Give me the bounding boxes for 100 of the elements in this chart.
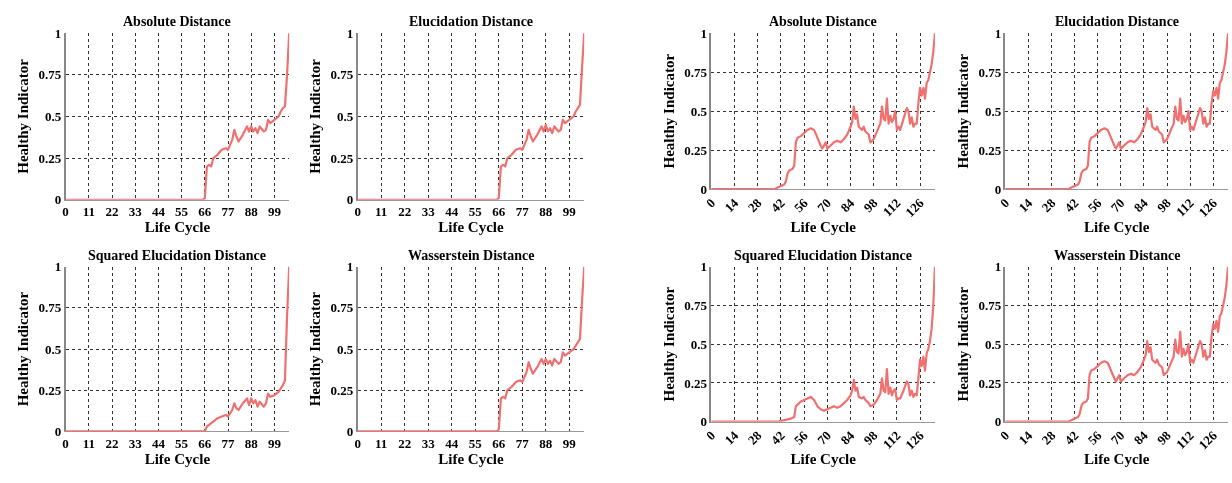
y-tick-label: 0.5 (690, 336, 708, 352)
x-tick-label: 84 (1130, 427, 1152, 448)
y-axis-title: Healthy Indicator (661, 286, 678, 402)
x-tick-label: 66 (492, 436, 506, 451)
x-tick-label: 84 (1130, 195, 1152, 216)
x-tick-label: 56 (791, 427, 812, 448)
x-tick-label: 42 (1061, 195, 1082, 216)
x-tick-label: 33 (128, 204, 143, 220)
x-tick-label: 112 (1172, 427, 1197, 452)
x-tick-label: 28 (744, 195, 765, 216)
y-tick-label: 0.5 (337, 109, 354, 125)
x-tick-label: 11 (82, 204, 95, 220)
y-tick-label: 1 (700, 259, 708, 275)
y-tick-label: 0.75 (330, 300, 354, 316)
y-tick-label: 0.5 (45, 341, 62, 357)
x-axis-title: Life Cycle (438, 451, 505, 467)
x-tick-label: 112 (879, 427, 904, 452)
x-tick-label: 42 (1061, 427, 1082, 448)
x-tick-label: 28 (1038, 195, 1059, 216)
x-tick-label: 77 (515, 436, 530, 451)
y-tick-label: 0 (700, 414, 708, 430)
y-tick-label: 0.5 (45, 109, 62, 125)
x-axis-title: Life Cycle (438, 219, 505, 236)
x-tick-label: 33 (421, 436, 436, 451)
x-tick-label: 88 (539, 204, 553, 220)
y-tick-label: 0.25 (330, 382, 354, 398)
y-tick-label: 0.25 (38, 150, 62, 166)
x-tick-label: 22 (105, 204, 119, 220)
chart-title: Elucidation Distance (1055, 14, 1180, 29)
y-tick-label: 0.75 (330, 67, 354, 83)
x-tick-label: 112 (879, 195, 904, 220)
y-tick-label: 0.75 (978, 297, 1002, 313)
line-series (1005, 33, 1229, 190)
y-tick-label: 0.75 (38, 300, 62, 316)
x-tick-label: 22 (398, 436, 412, 451)
y-tick-label: 1 (54, 25, 62, 41)
x-tick-label: 44 (445, 204, 459, 220)
line-series (357, 266, 585, 432)
x-tick-label: 99 (267, 436, 282, 451)
x-tick-label: 70 (814, 195, 835, 216)
y-axis-title: Healthy Indicator (307, 58, 324, 174)
x-tick-label: 99 (562, 204, 577, 220)
x-tick-label: 126 (1195, 195, 1221, 220)
y-tick-label: 0.5 (337, 341, 354, 357)
chart-title: Wasserstein Distance (1054, 248, 1181, 263)
x-axis-title: Life Cycle (790, 218, 857, 235)
x-tick-label: 70 (814, 427, 835, 448)
y-tick-label: 0.25 (684, 142, 708, 158)
y-axis-title: Healthy Indicator (955, 53, 972, 169)
y-tick-label: 0.75 (978, 64, 1002, 80)
y-tick-label: 0.5 (984, 336, 1002, 352)
x-tick-label: 112 (1172, 195, 1197, 220)
x-tick-label: 66 (198, 204, 212, 220)
y-tick-label: 0.5 (690, 103, 708, 119)
x-axis-title: Life Cycle (144, 219, 211, 236)
x-tick-label: 126 (902, 427, 928, 453)
x-tick-label: 11 (82, 436, 95, 451)
chart-title: Elucidation Distance (409, 14, 534, 29)
x-axis-title: Life Cycle (790, 451, 857, 468)
y-tick-label: 1 (994, 25, 1002, 41)
y-tick-label: 1 (346, 259, 354, 275)
y-tick-label: 0.75 (684, 297, 708, 313)
x-tick-label: 42 (767, 195, 788, 216)
x-axis-title: Life Cycle (1084, 451, 1150, 468)
x-tick-label: 22 (105, 436, 119, 451)
x-tick-label: 126 (902, 195, 928, 220)
x-tick-label: 14 (721, 427, 742, 448)
x-tick-label: 98 (860, 195, 881, 216)
y-tick-label: 0.25 (38, 382, 62, 398)
chart-title: Wasserstein Distance (408, 248, 535, 263)
y-tick-label: 1 (994, 259, 1002, 275)
y-tick-label: 0 (700, 181, 708, 197)
x-tick-label: 28 (1038, 427, 1059, 448)
x-tick-label: 77 (221, 204, 235, 220)
x-tick-label: 14 (1015, 427, 1036, 448)
y-tick-label: 1 (346, 25, 354, 41)
y-tick-label: 0.25 (330, 150, 354, 166)
x-tick-label: 98 (1153, 427, 1175, 448)
x-tick-label: 42 (767, 427, 788, 448)
y-tick-label: 0 (994, 181, 1002, 197)
x-tick-label: 55 (175, 204, 189, 220)
x-tick-label: 14 (721, 195, 742, 216)
x-tick-label: 66 (492, 204, 506, 220)
x-tick-label: 28 (744, 427, 765, 448)
x-tick-label: 77 (221, 436, 235, 451)
line-series (65, 266, 290, 432)
y-tick-label: 0.75 (684, 64, 708, 80)
x-tick-label: 88 (244, 204, 259, 220)
x-tick-label: 88 (539, 436, 553, 451)
x-tick-label: 84 (837, 427, 858, 448)
x-axis-title: Life Cycle (144, 451, 211, 467)
y-tick-label: 0.75 (38, 67, 62, 83)
x-tick-label: 44 (445, 436, 459, 451)
chart-title: Absolute Distance (769, 14, 877, 29)
x-tick-label: 126 (1195, 427, 1221, 453)
x-tick-label: 70 (1107, 427, 1128, 448)
x-tick-label: 14 (1015, 195, 1036, 216)
y-tick-label: 1 (54, 259, 62, 275)
y-axis-title: Healthy Indicator (955, 286, 972, 402)
x-tick-label: 77 (515, 204, 530, 220)
